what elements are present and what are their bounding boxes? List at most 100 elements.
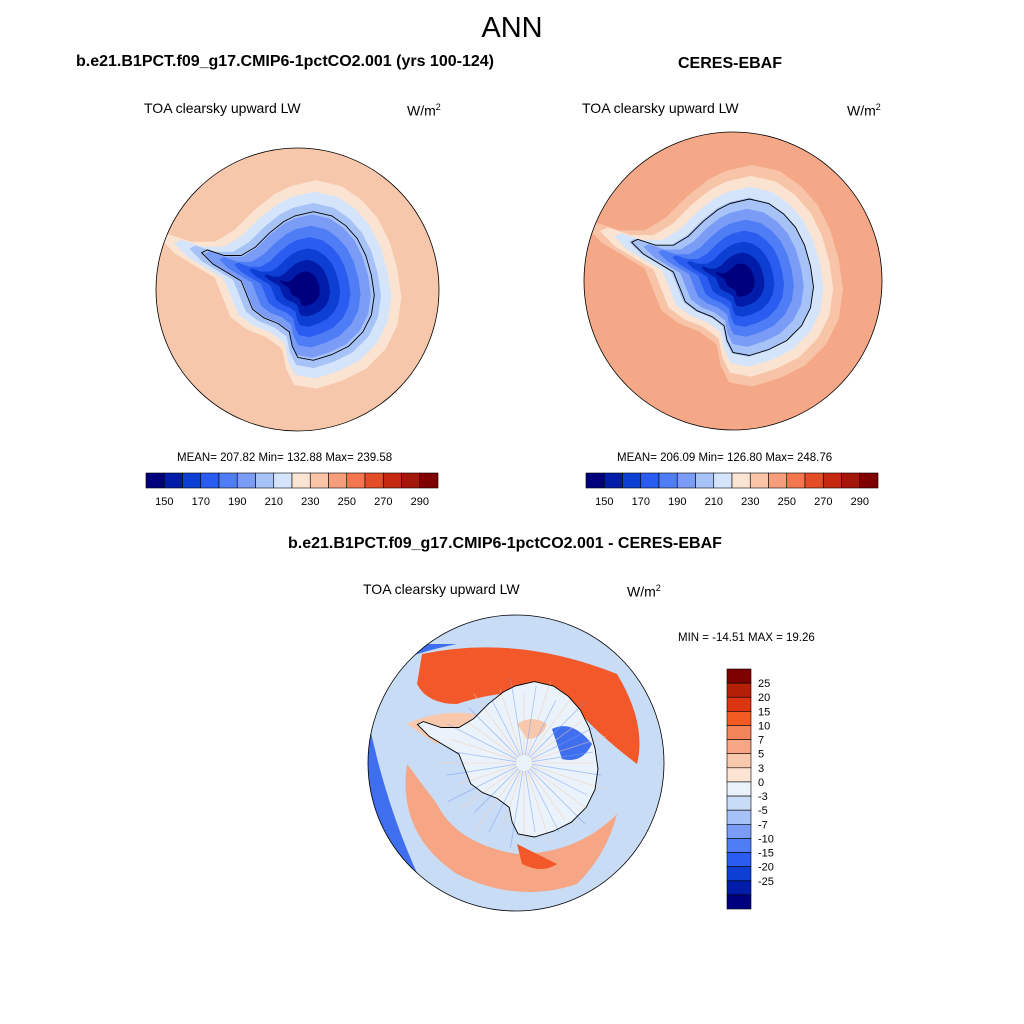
main-title: ANN	[481, 12, 543, 44]
diff-streak	[531, 763, 602, 776]
colorbar-tick-label: 7	[758, 735, 764, 747]
colorbar-swatch	[273, 472, 293, 489]
colorbar-swatch	[726, 767, 752, 783]
colorbar-swatch	[182, 472, 202, 489]
colorbar-swatch	[822, 472, 842, 489]
colorbar-tick-label: -3	[758, 791, 768, 803]
colorbar-tick-label: -10	[758, 833, 774, 845]
diff-streak	[526, 770, 551, 845]
colorbar-swatch	[731, 472, 751, 489]
colorbar-swatch	[726, 739, 752, 755]
colorbar-swatch	[200, 472, 220, 489]
colorbar-swatch	[726, 823, 752, 839]
diff-streak	[530, 766, 587, 796]
colorbar-tick-label: 290	[411, 496, 429, 508]
diff-streak	[460, 767, 518, 810]
colorbar-tick-label: 10	[758, 721, 770, 733]
diff-streak	[530, 767, 588, 810]
diff-positive-band	[517, 844, 557, 869]
diff-streak	[454, 751, 517, 763]
diff-streak	[529, 768, 586, 825]
diff-streak	[467, 721, 518, 759]
colorbar-swatch	[255, 472, 275, 489]
colorbar-swatch	[726, 795, 752, 811]
diff-streak	[457, 765, 517, 785]
diff-streak	[531, 765, 606, 790]
colorbar-tick-label: 5	[758, 749, 764, 761]
diff-streak	[510, 770, 524, 848]
colorbar-swatch	[676, 472, 696, 489]
colorbar-swatch	[309, 472, 329, 489]
colorbar-swatch	[419, 472, 439, 489]
colorbar-tick-label: 170	[632, 496, 650, 508]
colorbar-tick-label: -7	[758, 819, 768, 831]
colorbar-tick-label: -20	[758, 862, 774, 874]
colorbar-swatch	[640, 472, 660, 489]
colorbar-tick-label: 190	[668, 496, 686, 508]
colorbar-tick-label: 150	[155, 496, 173, 508]
colorbar-swatch	[726, 866, 752, 882]
variable-label-obs: TOA clearsky upward LW	[582, 100, 739, 116]
diff-streak	[474, 768, 519, 813]
colorbar-swatch	[364, 472, 384, 489]
colorbar-tick-label: 270	[814, 496, 832, 508]
obs-coastline	[630, 198, 814, 356]
colorbar-tick-label: 210	[705, 496, 723, 508]
colorbar-swatch	[726, 781, 752, 797]
colorbar-swatch	[726, 682, 752, 698]
diff-land-band	[417, 681, 598, 837]
colorbar-swatch	[622, 472, 642, 489]
diff-streak	[527, 769, 560, 833]
colorbar-swatch	[382, 472, 402, 489]
panel-title-obs: CERES-EBAF	[678, 55, 783, 72]
diff-streak	[491, 700, 521, 757]
colorbar-swatch	[726, 880, 752, 896]
colorbar-swatch	[749, 472, 769, 489]
diff-streak	[528, 699, 571, 757]
stats-model: MEAN= 207.82 Min= 132.88 Max= 239.58	[177, 452, 393, 464]
variable-label-model: TOA clearsky upward LW	[144, 100, 301, 116]
diff-streak	[530, 727, 594, 760]
model-contour-band	[279, 271, 320, 307]
colorbar-swatch	[346, 472, 366, 489]
diff-streak	[446, 763, 517, 776]
diff-streak	[528, 769, 566, 820]
colorbar-swatch	[768, 472, 788, 489]
diff-positive-band	[417, 647, 640, 764]
colorbar-swatch	[291, 472, 311, 489]
colorbar-tick-label: -15	[758, 848, 774, 860]
polar-map-difference	[367, 614, 665, 912]
colorbar-swatch	[726, 696, 752, 712]
colorbar-swatch	[786, 472, 806, 489]
diff-coastline	[416, 681, 599, 838]
diff-streak	[529, 701, 586, 758]
colorbar-swatch	[726, 852, 752, 867]
colorbar-tick-label: 270	[374, 496, 392, 508]
colorbar-swatch	[726, 838, 752, 853]
colorbar-tick-label: -25	[758, 876, 774, 888]
diff-streak	[488, 769, 521, 833]
colorbar-tick-label: 210	[265, 496, 283, 508]
diff-positive-band	[405, 764, 617, 892]
colorbar-swatch	[163, 472, 183, 489]
diff-streak	[468, 707, 519, 758]
colorbar-difference: 25 20 15 10 7 5 3 0 -3 -5 -7 -10 -15 -20 -25	[726, 668, 774, 910]
panel-title-diff: b.e21.B1PCT.f09_g17.CMIP6-1pctCO2.001 - …	[288, 535, 722, 552]
diff-streak	[510, 678, 524, 756]
polar-map-obs	[583, 131, 883, 431]
colorbar-swatch	[658, 472, 678, 489]
colorbar-tick-label: 15	[758, 706, 770, 718]
colorbar-swatch	[726, 711, 752, 726]
colorbar-tick-label: 250	[338, 496, 356, 508]
colorbar-swatch	[328, 472, 348, 489]
variable-label-diff: TOA clearsky upward LW	[363, 581, 520, 597]
colorbar-swatch	[695, 472, 715, 489]
colorbar-tick-label: 230	[301, 496, 319, 508]
diff-streak	[524, 685, 537, 756]
colorbar-swatch	[726, 809, 752, 825]
diff-streak	[473, 693, 520, 757]
colorbar-tick-label: 230	[741, 496, 759, 508]
colorbar-tick-label: 150	[595, 496, 613, 508]
units-label-model: W/m2	[407, 102, 441, 119]
diff-positive-band	[517, 719, 547, 739]
